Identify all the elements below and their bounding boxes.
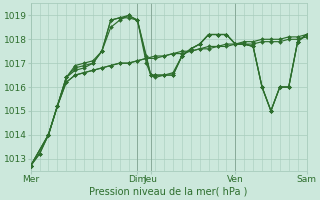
X-axis label: Pression niveau de la mer( hPa ): Pression niveau de la mer( hPa ) [89,187,248,197]
